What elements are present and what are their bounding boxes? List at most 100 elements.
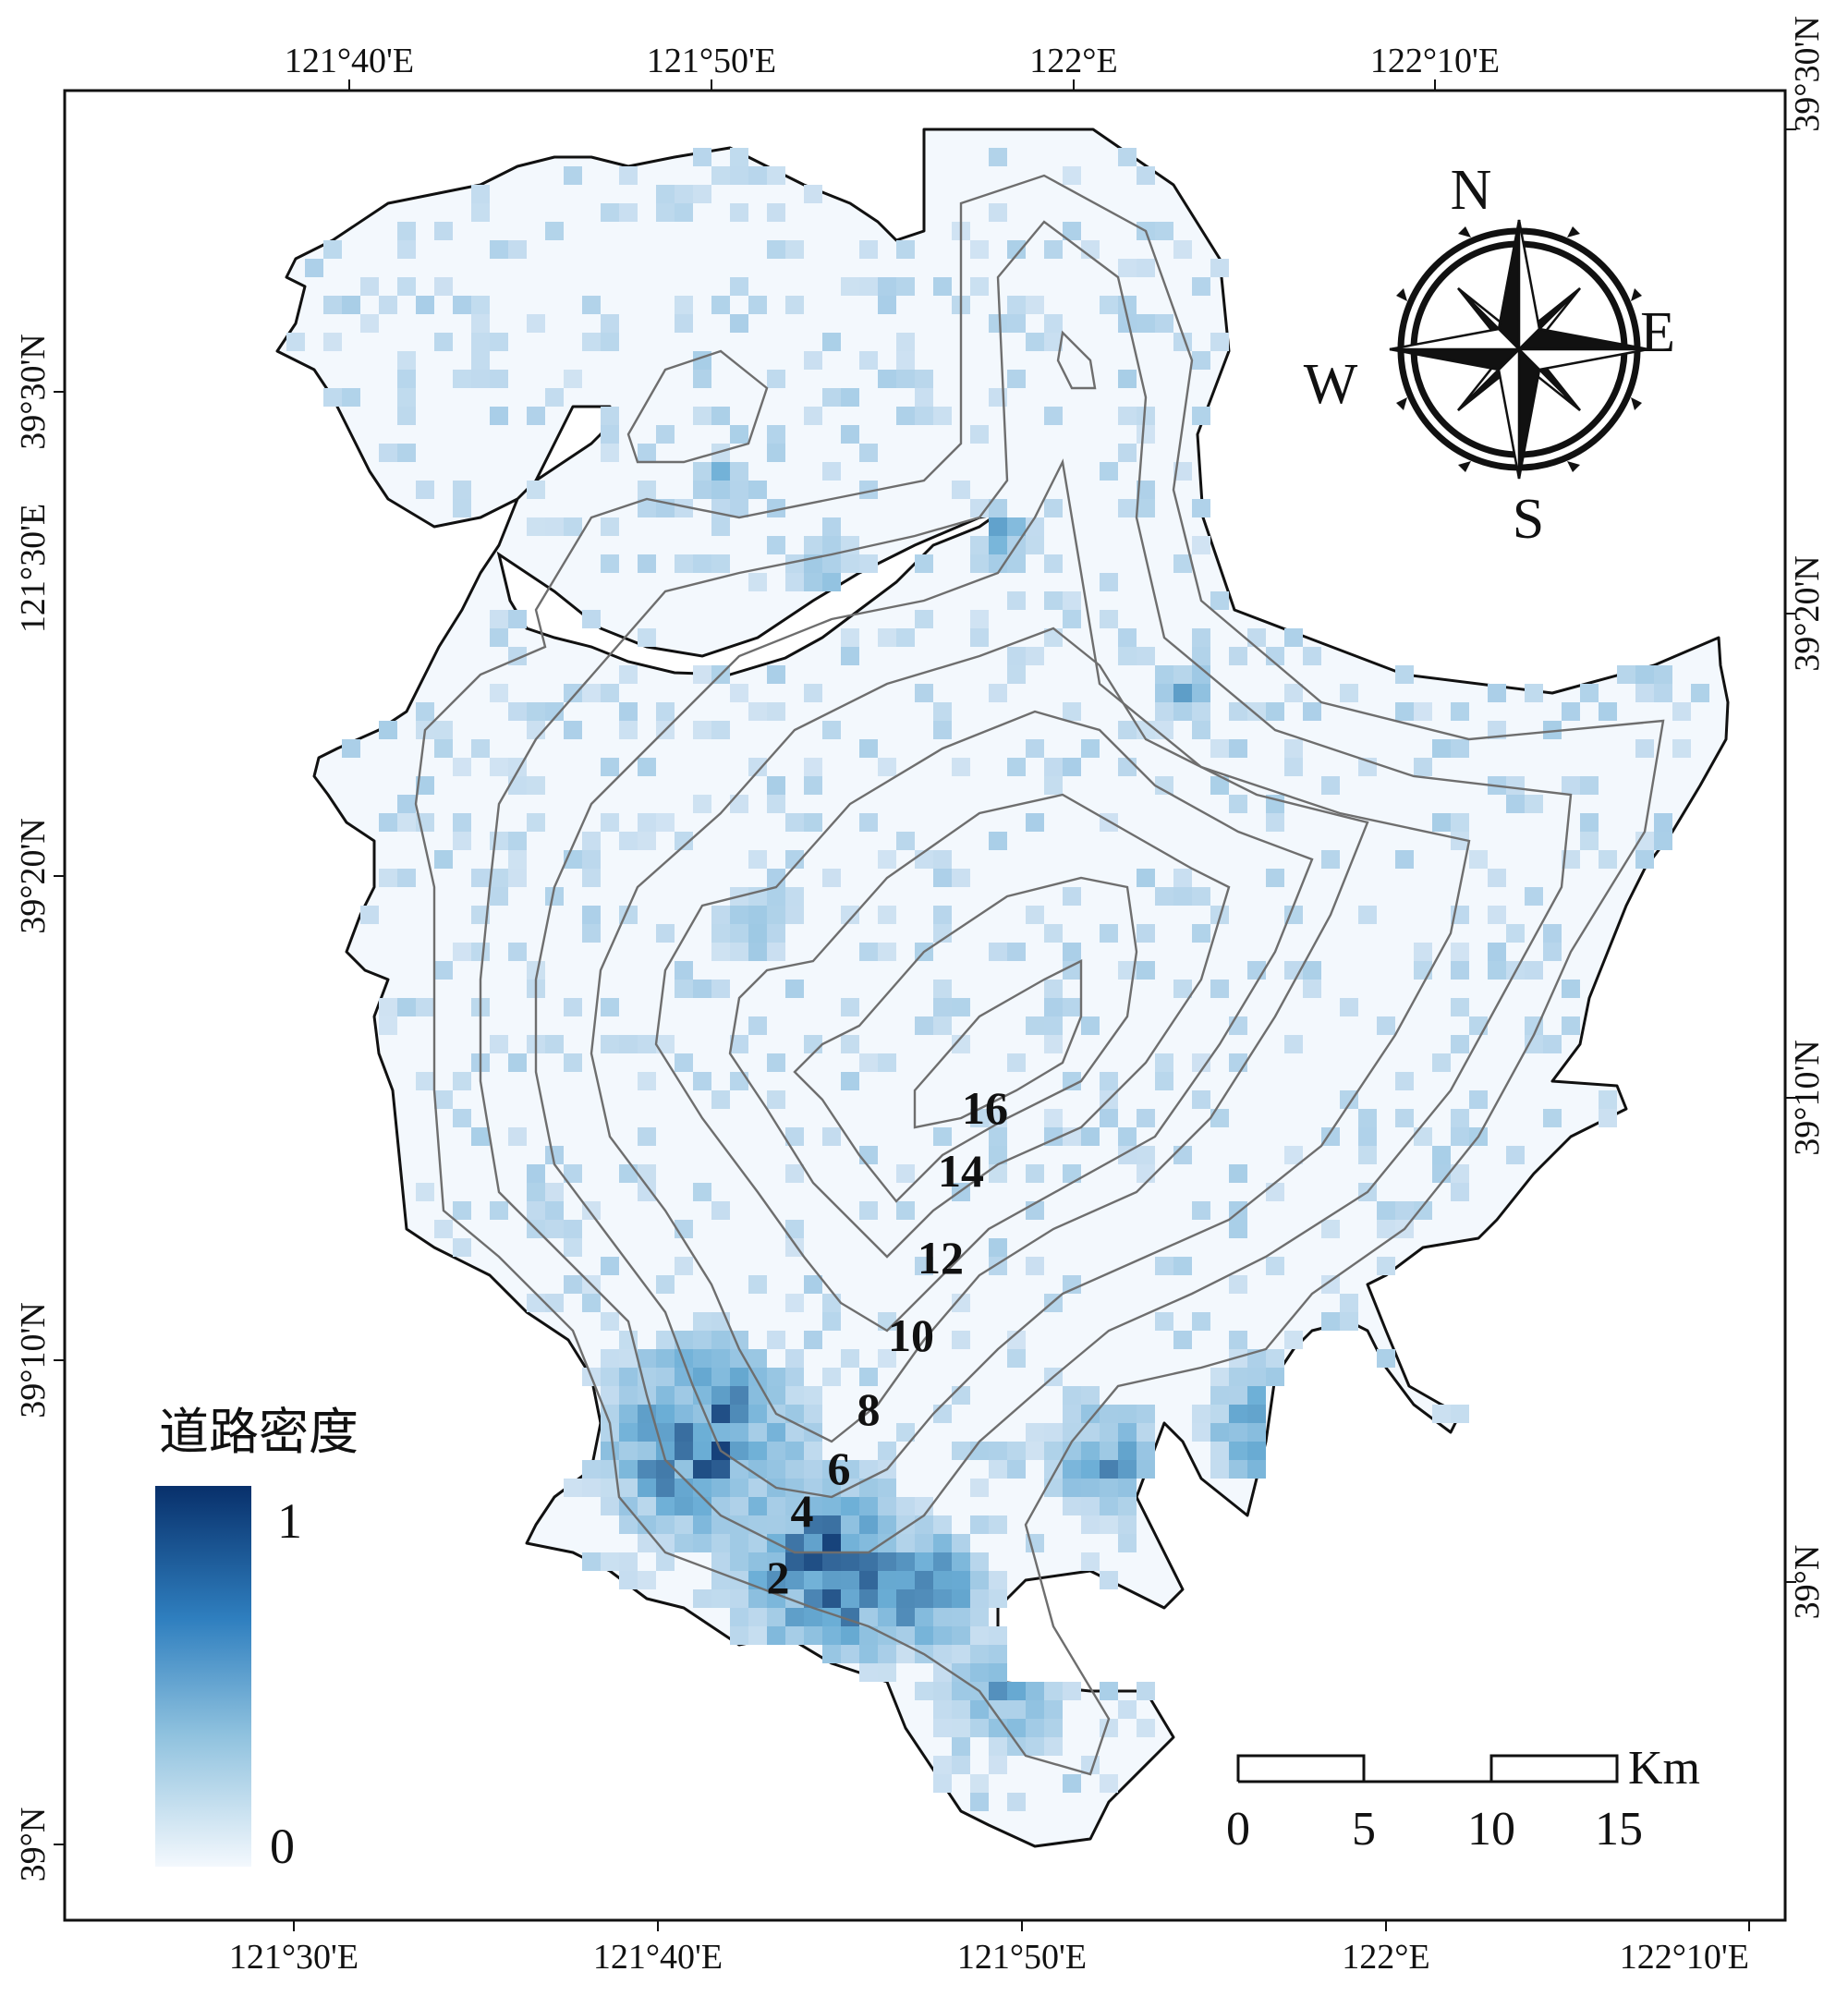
density-cell xyxy=(1672,702,1691,721)
density-cell xyxy=(767,444,785,462)
density-cell xyxy=(527,1183,545,1201)
density-cell xyxy=(952,1719,970,1737)
density-cell xyxy=(804,1534,822,1552)
density-cell xyxy=(508,702,527,721)
density-cell xyxy=(952,1626,970,1645)
density-cell xyxy=(1635,684,1654,702)
density-cell xyxy=(1118,314,1137,333)
density-cell xyxy=(952,1331,970,1349)
density-cell xyxy=(545,222,564,240)
density-cell xyxy=(822,1497,841,1515)
density-cell xyxy=(582,1479,601,1497)
density-cell xyxy=(1118,758,1137,776)
density-cell xyxy=(693,1331,711,1349)
density-cell xyxy=(711,296,730,314)
density-cell xyxy=(730,314,748,333)
density-cell xyxy=(693,1072,711,1090)
density-cell xyxy=(1451,961,1469,980)
density-cell xyxy=(933,702,952,721)
density-cell xyxy=(785,1220,804,1238)
density-cell xyxy=(767,1090,785,1109)
density-cell xyxy=(896,1645,915,1663)
density-cell xyxy=(619,1552,638,1571)
density-cell xyxy=(527,1201,545,1220)
density-cell xyxy=(933,1589,952,1608)
density-cell xyxy=(1063,591,1081,610)
contour-line xyxy=(534,458,1471,1499)
density-cell xyxy=(1044,980,1063,998)
density-cell xyxy=(1543,924,1562,943)
density-cell xyxy=(970,1552,989,1571)
density-cell xyxy=(564,370,582,388)
density-cell xyxy=(878,1608,896,1626)
density-cell xyxy=(619,1331,638,1349)
density-cell xyxy=(638,1479,656,1497)
density-cell xyxy=(693,1515,711,1534)
density-cell xyxy=(841,906,859,924)
bottom-tick-label: 122°E xyxy=(1342,1938,1429,1977)
density-cell xyxy=(989,203,1007,222)
bottom-tick-label: 121°40'E xyxy=(593,1938,723,1977)
density-cell xyxy=(804,684,822,702)
density-cell xyxy=(970,628,989,647)
density-cell xyxy=(434,277,453,296)
density-cell xyxy=(989,1645,1007,1663)
density-cell xyxy=(748,1626,767,1645)
density-cell xyxy=(434,961,453,980)
density-cell xyxy=(730,277,748,296)
density-cell xyxy=(434,222,453,240)
density-cell xyxy=(656,1423,675,1442)
density-cell xyxy=(1063,1497,1081,1515)
legend-max-label: 1 xyxy=(277,1493,302,1549)
density-cell xyxy=(822,517,841,536)
density-cell xyxy=(970,1700,989,1719)
density-cell xyxy=(859,1645,878,1663)
density-cell xyxy=(1044,924,1063,943)
density-cell xyxy=(730,795,748,813)
density-cell xyxy=(989,1442,1007,1460)
density-cell xyxy=(656,185,675,203)
contour-label-2: 2 xyxy=(767,1552,790,1603)
density-cell xyxy=(1173,684,1192,702)
density-cell xyxy=(619,1479,638,1497)
density-cell xyxy=(1100,924,1118,943)
density-cell xyxy=(730,499,748,517)
density-cell xyxy=(1118,259,1137,277)
density-cell xyxy=(1192,887,1210,906)
density-cell xyxy=(656,1552,675,1571)
density-cell xyxy=(859,1460,878,1479)
density-cell xyxy=(970,1626,989,1645)
density-cell xyxy=(970,1608,989,1626)
density-cell xyxy=(989,1719,1007,1737)
density-cell xyxy=(545,1183,564,1201)
density-cell xyxy=(1284,1331,1303,1349)
density-cell xyxy=(1137,1405,1155,1423)
density-cell xyxy=(989,1756,1007,1774)
density-cell xyxy=(471,943,490,961)
density-cell xyxy=(601,333,619,351)
density-cell xyxy=(1063,1405,1081,1423)
right-tick-label: 39°N xyxy=(1788,1545,1827,1620)
density-cell xyxy=(915,554,933,573)
density-cell xyxy=(416,702,434,721)
density-cell xyxy=(989,1700,1007,1719)
density-cell xyxy=(508,943,527,961)
density-cell xyxy=(785,1497,804,1515)
density-cell xyxy=(1432,1146,1451,1164)
density-cell xyxy=(1266,795,1284,813)
density-cell xyxy=(878,296,896,314)
density-cell xyxy=(490,1035,508,1053)
density-cell xyxy=(878,1571,896,1589)
contour-label-4: 4 xyxy=(791,1485,814,1537)
density-cell xyxy=(582,832,601,850)
density-cell xyxy=(1525,684,1543,702)
density-cell xyxy=(1488,961,1506,980)
density-cell xyxy=(1137,481,1155,499)
density-cell xyxy=(933,1571,952,1589)
density-cell xyxy=(952,1645,970,1663)
contour-line xyxy=(728,793,1231,1259)
density-cell xyxy=(1173,665,1192,684)
density-cell xyxy=(490,407,508,425)
density-cell xyxy=(601,1479,619,1497)
density-cell xyxy=(804,1552,822,1571)
